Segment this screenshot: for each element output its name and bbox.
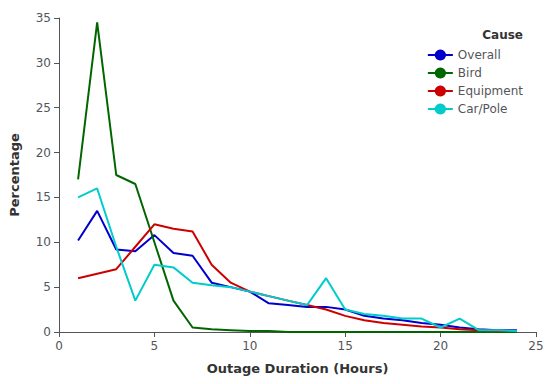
svg-text:5: 5: [43, 280, 51, 294]
svg-text:20: 20: [36, 146, 51, 160]
svg-text:5: 5: [151, 339, 159, 353]
svg-text:Percentage: Percentage: [7, 133, 22, 217]
svg-text:Cause: Cause: [482, 28, 523, 42]
svg-text:15: 15: [36, 190, 51, 204]
svg-text:Overall: Overall: [458, 48, 501, 62]
svg-text:10: 10: [36, 235, 51, 249]
svg-text:25: 25: [528, 339, 543, 353]
svg-text:Outage Duration (Hours): Outage Duration (Hours): [207, 361, 389, 376]
svg-text:Equipment: Equipment: [458, 84, 523, 98]
svg-text:25: 25: [36, 101, 51, 115]
svg-text:Car/Pole: Car/Pole: [458, 102, 508, 116]
svg-text:10: 10: [242, 339, 257, 353]
svg-text:30: 30: [36, 56, 51, 70]
svg-text:35: 35: [36, 11, 51, 25]
svg-text:0: 0: [43, 325, 51, 339]
svg-text:Bird: Bird: [458, 66, 482, 80]
svg-text:0: 0: [55, 339, 63, 353]
svg-text:20: 20: [433, 339, 448, 353]
svg-text:15: 15: [338, 339, 353, 353]
